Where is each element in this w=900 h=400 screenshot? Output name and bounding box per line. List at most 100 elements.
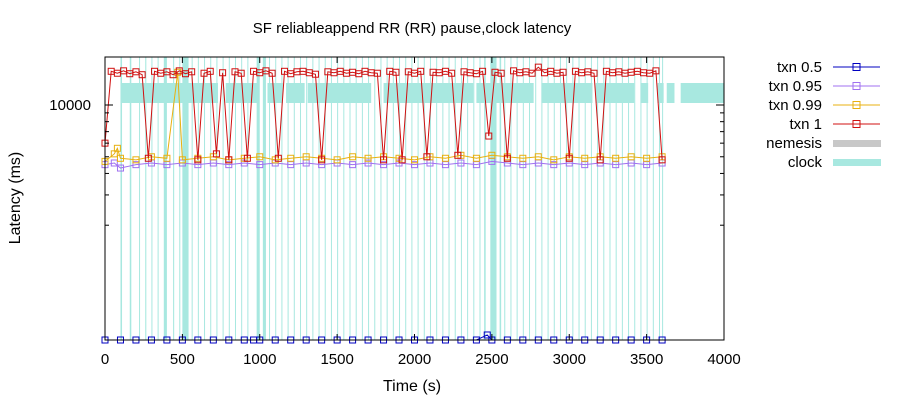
data-point-txn-0-95: [411, 161, 418, 169]
data-point-txn-0-99: [581, 154, 589, 162]
clock-bar: [392, 57, 394, 340]
clock-bar: [460, 57, 462, 340]
clock-bar: [522, 57, 524, 340]
clock-bar: [139, 57, 141, 340]
clock-bar: [479, 57, 481, 340]
data-point-txn-1: [194, 156, 202, 164]
x-tick-label: 0: [101, 351, 109, 368]
clock-band-segment: [476, 83, 534, 103]
data-point-txn-1: [454, 151, 462, 159]
data-point-txn-0-95: [349, 161, 357, 169]
data-point-txn-0-95: [256, 161, 264, 169]
clock-bar: [640, 57, 642, 340]
legend-label-nemesis: nemesis: [766, 135, 822, 152]
clock-bar: [355, 57, 357, 340]
clock-band-segment: [680, 83, 724, 103]
data-point-txn-1: [448, 69, 456, 77]
data-point-txn-1: [392, 68, 400, 76]
data-point-txn-1: [503, 154, 511, 162]
data-point-txn-0-95: [225, 161, 233, 169]
legend-label-txn-0-5: txn 0.5: [777, 59, 822, 76]
clock-bar: [120, 57, 123, 340]
clock-bar: [423, 57, 425, 340]
data-point-txn-1: [590, 69, 598, 77]
clock-bar: [380, 57, 382, 340]
data-point-txn-1: [311, 70, 319, 78]
data-point-txn-1: [138, 71, 146, 79]
clock-bar: [615, 57, 617, 340]
x-tick-label: 2500: [475, 351, 508, 368]
data-point-txn-0-5: [483, 331, 491, 339]
data-point-txn-1: [565, 154, 573, 162]
clock-bar: [306, 57, 308, 340]
data-point-txn-1: [237, 69, 245, 77]
legend-marker-txn-0-99: [852, 101, 861, 109]
clock-bar: [182, 57, 189, 340]
clock-bar: [247, 57, 249, 340]
data-point-txn-1: [485, 132, 493, 140]
data-point-txn-1: [497, 69, 505, 77]
legend-marker-txn-1: [852, 120, 861, 128]
legend-marker-txn-0-95: [852, 82, 861, 90]
data-point-txn-0-99: [612, 154, 620, 162]
clock-bar: [197, 57, 199, 340]
clock-bar: [157, 57, 159, 340]
clock-bar: [163, 57, 167, 340]
clock-bar: [442, 57, 444, 340]
clock-bar: [222, 57, 224, 340]
data-point-txn-0-99: [364, 154, 372, 162]
clock-bar: [293, 57, 295, 340]
clock-band-segment: [595, 83, 635, 103]
clock-bar: [228, 57, 230, 340]
clock-bar: [281, 57, 283, 340]
clock-bar: [652, 57, 654, 340]
clock-bar: [361, 57, 363, 340]
clock-bar: [256, 57, 260, 340]
data-point-txn-0-99: [488, 151, 496, 159]
clock-bar: [621, 57, 623, 340]
legend-swatch-clock: [833, 159, 881, 166]
clock-bar: [269, 57, 271, 340]
y-tick-label: 10000: [49, 97, 91, 114]
data-point-txn-0-99: [643, 154, 651, 162]
clock-bar: [374, 57, 376, 340]
x-tick-label: 2000: [398, 351, 431, 368]
data-point-txn-1: [559, 68, 567, 76]
data-point-txn-0-99: [441, 154, 449, 162]
data-point-txn-0-99: [349, 153, 357, 161]
clock-bar: [584, 57, 586, 340]
clock-bar: [299, 57, 301, 340]
x-tick-label: 4000: [707, 351, 740, 368]
legend-label-txn-0-99: txn 0.99: [769, 97, 822, 114]
clock-band-segment: [286, 83, 305, 103]
data-point-txn-0-99: [333, 156, 341, 164]
clock-bar: [572, 57, 574, 340]
clock-bar: [145, 57, 147, 340]
clock-bar: [275, 57, 277, 340]
y-axis-ticks: 10000: [49, 97, 724, 226]
clock-bar: [399, 57, 401, 340]
clock-bar: [467, 57, 469, 340]
data-point-txn-1: [534, 63, 542, 71]
clock-bar: [262, 57, 266, 340]
data-point-txn-0-99: [550, 156, 558, 164]
data-point-txn-0-99: [132, 156, 140, 164]
clock-bar: [590, 57, 592, 340]
clock-bar: [151, 57, 153, 340]
clock-bar: [191, 57, 193, 340]
data-point-txn-0-99: [627, 153, 635, 161]
clock-bar: [318, 57, 320, 340]
data-point-txn-0-99: [163, 154, 171, 162]
clock-bar: [490, 57, 497, 340]
clock-bar: [510, 57, 512, 340]
data-point-txn-1: [212, 150, 220, 158]
data-point-txn-0-95: [116, 164, 124, 172]
data-point-txn-1: [169, 71, 177, 79]
clock-bar: [597, 57, 599, 340]
clock-bar: [436, 57, 438, 340]
data-point-txn-1: [423, 153, 431, 161]
clock-band-segment: [307, 83, 372, 103]
legend-label-clock: clock: [788, 154, 823, 171]
data-point-txn-0-99: [174, 68, 182, 76]
